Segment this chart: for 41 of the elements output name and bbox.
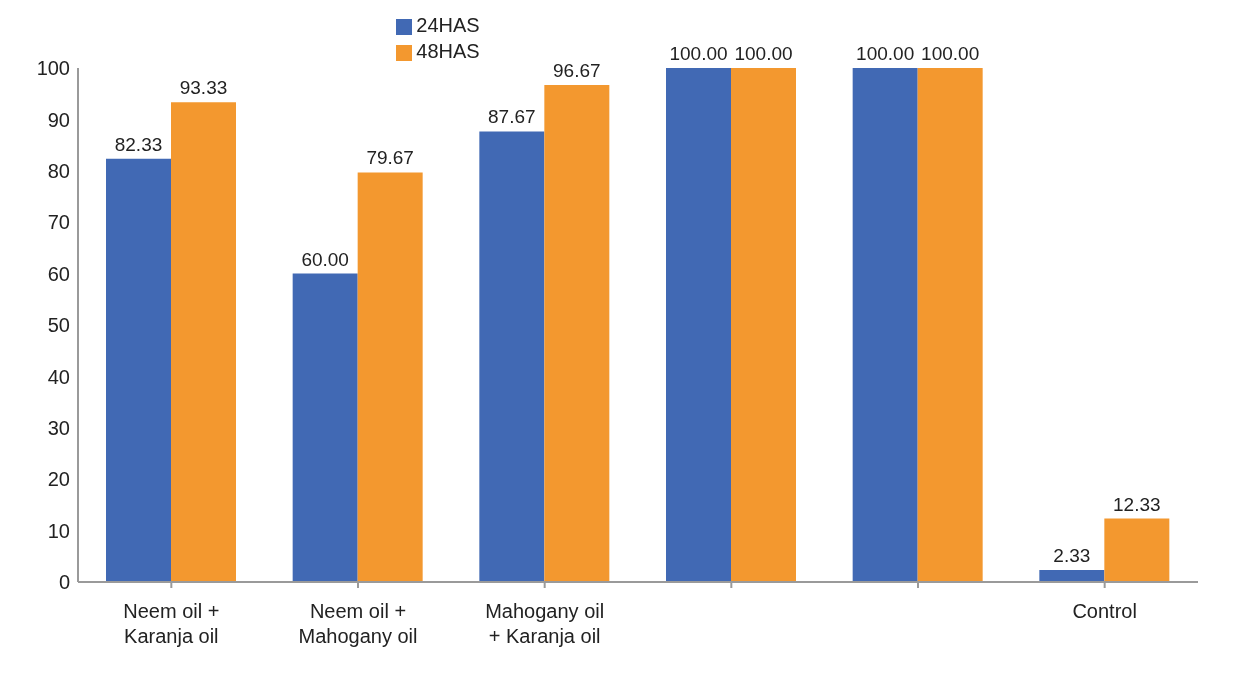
y-tick-label: 70 [47,211,70,234]
bar [1104,518,1170,582]
bar [731,68,796,582]
bar [917,68,983,582]
y-tick-label: 80 [47,159,70,182]
data-label: 2.33 [1053,545,1091,567]
data-label: 100.00 [669,43,728,64]
x-tick-label: Neem oil + Mahogany oil [298,600,418,647]
y-tick-label: 50 [47,314,70,337]
data-label: 60.00 [301,248,349,270]
data-label: 93.33 [179,77,228,99]
y-tick-label: 0 [58,571,70,594]
data-label: 96.67 [553,60,601,82]
y-tick-label: 60 [47,262,70,285]
y-tick-label: 20 [47,468,70,491]
x-tick-label: Mahogany oil + Karanja oil [485,600,605,647]
legend-label: 24HAS [416,14,480,36]
data-label: 100.00 [856,43,915,64]
bar [292,273,358,582]
legend-label: 48HAS [416,40,480,62]
x-tick-label: Control [1072,600,1137,622]
y-tick-label: 100 [36,57,70,80]
bar [1039,570,1105,582]
y-tick-label: 90 [47,108,70,131]
data-label: 87.67 [488,106,536,128]
y-tick-label: 10 [47,519,70,542]
data-label: 82.33 [114,133,163,155]
bar [544,85,610,582]
bar [479,131,545,582]
bar [106,158,171,582]
data-label: 79.67 [366,147,414,169]
bar [666,68,731,582]
bar [357,172,423,582]
data-label: 100.00 [921,43,980,64]
bar [852,68,918,582]
y-tick-label: 40 [47,365,70,388]
data-label: 12.33 [1113,493,1161,515]
y-tick-label: 30 [47,416,70,439]
bar [171,102,236,582]
x-tick-label: Neem oil + Karanja oil [123,600,220,647]
data-label: 100.00 [734,43,793,64]
